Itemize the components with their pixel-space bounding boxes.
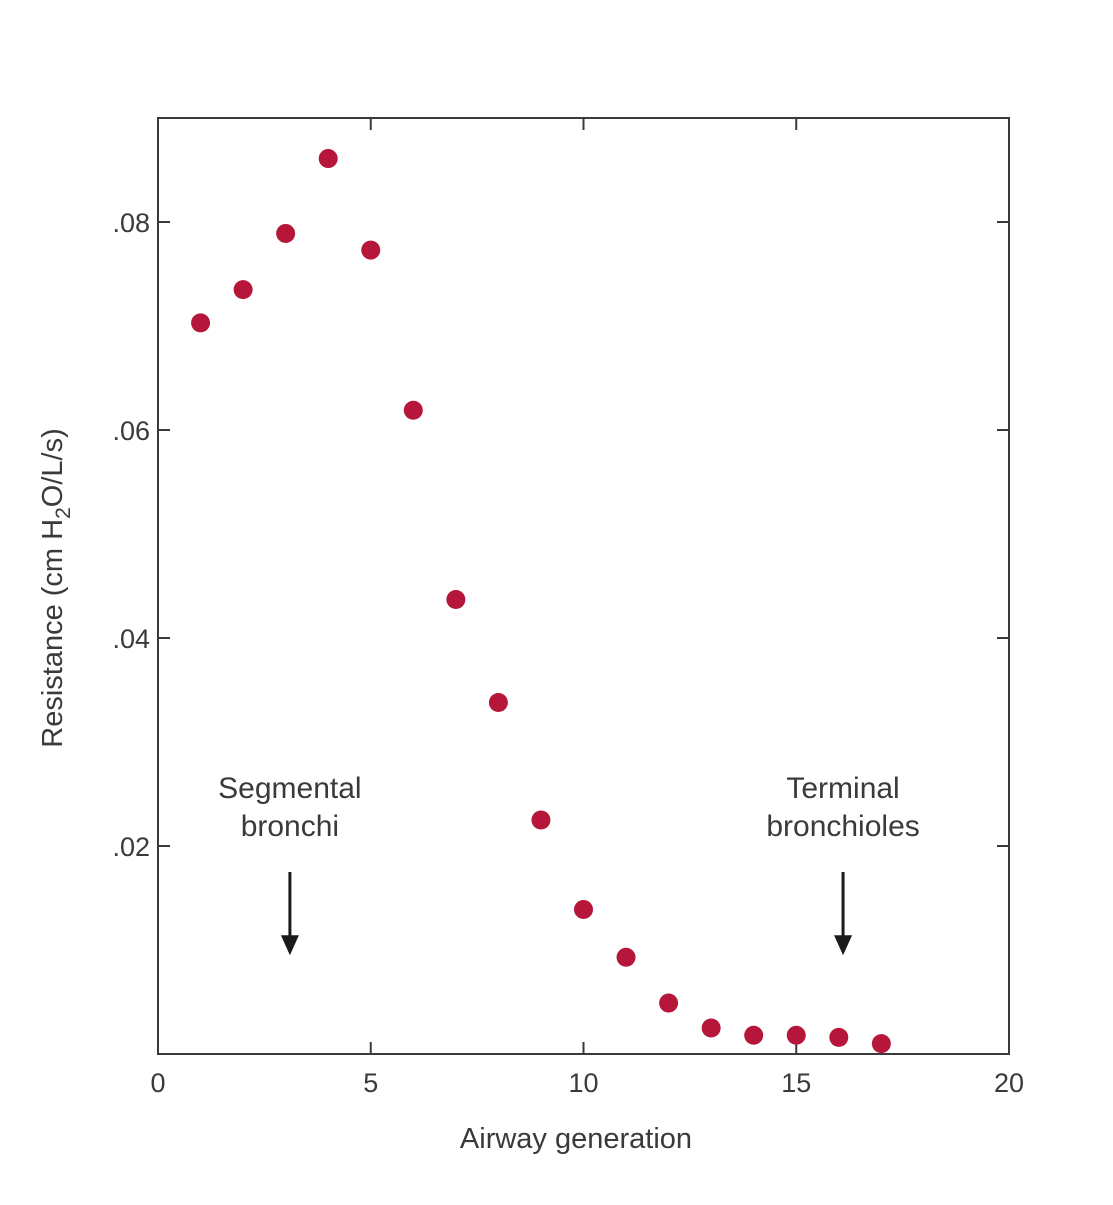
x-tick-label: 20 xyxy=(994,1068,1024,1098)
y-axis: .02 .04 .06 .08 xyxy=(112,208,1009,862)
annotation-label: Terminal xyxy=(786,772,899,805)
data-point xyxy=(744,1025,764,1045)
data-point xyxy=(446,590,466,610)
annotation-label: bronchi xyxy=(241,810,339,843)
data-point xyxy=(659,993,679,1013)
data-point xyxy=(531,810,551,830)
data-point xyxy=(574,899,593,919)
y-tick-label: .02 xyxy=(112,832,150,862)
y-tick-label: .06 xyxy=(112,416,150,446)
data-point xyxy=(786,1025,806,1045)
x-tick-label: 0 xyxy=(150,1068,165,1098)
x-tick-label: 10 xyxy=(568,1068,598,1098)
data-point xyxy=(233,280,253,300)
data-point xyxy=(488,692,508,712)
data-point xyxy=(191,313,211,333)
y-tick-label: .04 xyxy=(112,624,150,654)
data-point xyxy=(276,223,296,243)
annotation-label: bronchioles xyxy=(766,810,919,843)
data-point xyxy=(871,1034,891,1054)
data-points xyxy=(191,149,891,1054)
y-axis-title-subscript: 2 xyxy=(52,507,75,519)
data-point xyxy=(361,240,381,260)
data-point xyxy=(403,400,423,420)
x-tick-label: 5 xyxy=(363,1068,378,1098)
x-axis: 0 5 10 15 20 xyxy=(150,118,1024,1098)
annotation-label: Segmental xyxy=(218,772,361,805)
data-point xyxy=(701,1018,721,1038)
x-tick-label: 15 xyxy=(781,1068,811,1098)
data-point xyxy=(829,1027,849,1047)
y-tick-label: .08 xyxy=(112,208,150,238)
annotation-arrow-head xyxy=(834,935,853,956)
annotation-arrow-head xyxy=(280,935,299,956)
y-axis-title: Resistance (cm H2O/L/s) xyxy=(37,428,75,747)
x-axis-title: Airway generation xyxy=(460,1123,692,1155)
data-point xyxy=(318,149,338,169)
data-point xyxy=(616,947,636,967)
annotations: Segmental bronchi Terminal bronchioles xyxy=(218,772,920,956)
